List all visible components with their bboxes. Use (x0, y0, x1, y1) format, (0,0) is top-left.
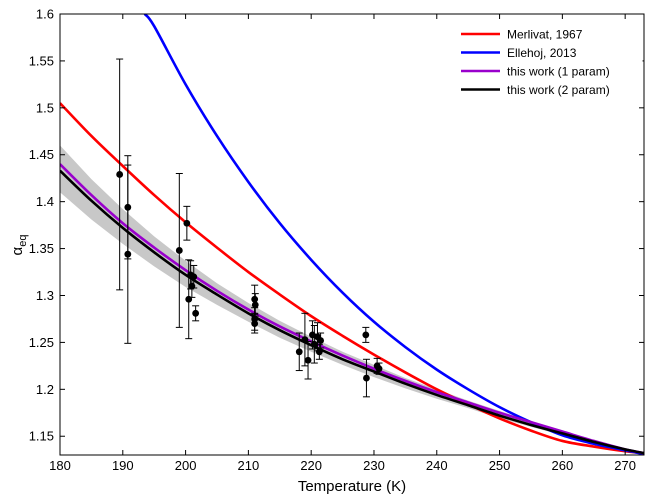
x-tick-label: 230 (363, 458, 385, 473)
legend-entry: this work (1 param) (461, 65, 610, 79)
data-point-marker (363, 374, 370, 382)
x-tick-label: 240 (426, 458, 448, 473)
x-tick-label: 190 (112, 458, 134, 473)
y-tick-label: 1.55 (29, 53, 54, 68)
data-point (183, 205, 191, 241)
data-point-marker (175, 247, 183, 254)
data-point-marker (116, 171, 124, 178)
data-point (315, 343, 323, 360)
legend-label: Ellehoj, 2013 (507, 46, 577, 60)
data-point (175, 173, 183, 328)
x-axis-label: Temperature (K) (298, 478, 406, 495)
data-point (116, 58, 124, 291)
legend-label: this work (2 param) (507, 83, 610, 97)
x-tick-label: 200 (175, 458, 197, 473)
legend-entry: Ellehoj, 2013 (461, 46, 577, 60)
data-point-marker (310, 340, 318, 348)
data-point-marker (124, 250, 132, 258)
data-point (362, 358, 370, 398)
legend-label: Merlivat, 1967 (507, 28, 583, 42)
data-point-marker (362, 331, 370, 339)
y-tick-label: 1.5 (36, 100, 54, 115)
data-point-marker (251, 301, 259, 309)
x-tick-label: 270 (614, 458, 636, 473)
x-tick-label: 210 (238, 458, 260, 473)
data-point (190, 264, 198, 289)
y-axis-label-main: α (9, 246, 26, 255)
data-point-marker (251, 295, 259, 303)
data-point-marker (304, 356, 312, 364)
y-tick-label: 1.45 (29, 147, 54, 162)
data-point-marker (251, 320, 259, 328)
x-tick-label: 250 (489, 458, 511, 473)
y-tick-label: 1.15 (29, 429, 54, 444)
data-point (304, 340, 312, 380)
data-point (124, 164, 132, 344)
x-tick-label: 220 (300, 458, 322, 473)
y-axis-label: αeq (9, 235, 29, 256)
series-line-this-work-2-param (60, 169, 644, 455)
data-point (317, 332, 325, 349)
data-point (192, 305, 200, 322)
data-point (251, 313, 259, 334)
data-point-marker (295, 348, 303, 356)
data-point-marker (315, 348, 323, 356)
series-line-merlivat-1967 (60, 102, 644, 455)
data-point (310, 325, 318, 364)
x-tick-label: 260 (552, 458, 574, 473)
y-tick-label: 1.35 (29, 241, 54, 256)
data-point-marker (192, 309, 200, 317)
y-tick-label: 1.4 (36, 194, 54, 209)
y-tick-label: 1.25 (29, 335, 54, 350)
data-point-marker (183, 219, 191, 227)
data-point-marker (185, 295, 193, 303)
data-point (375, 362, 383, 375)
data-point-marker (317, 337, 325, 344)
x-tick-label: 180 (49, 458, 71, 473)
series-line-ellehoj-2013 (143, 14, 644, 455)
legend-entry: Merlivat, 1967 (461, 28, 583, 42)
data-point-marker (190, 273, 198, 281)
legend-entry: this work (2 param) (461, 83, 610, 97)
series-line-this-work-1-param (60, 163, 644, 455)
data-point-marker (375, 365, 383, 373)
y-tick-label: 1.3 (36, 288, 54, 303)
data-point (362, 326, 370, 343)
legend-label: this work (1 param) (507, 65, 610, 79)
data-point-marker (301, 336, 309, 343)
y-tick-label: 1.2 (36, 382, 54, 397)
y-tick-label: 1.6 (36, 7, 54, 22)
y-axis-label-subscript: eq (17, 235, 29, 247)
data-point (295, 332, 303, 372)
plot-frame (59, 13, 645, 456)
